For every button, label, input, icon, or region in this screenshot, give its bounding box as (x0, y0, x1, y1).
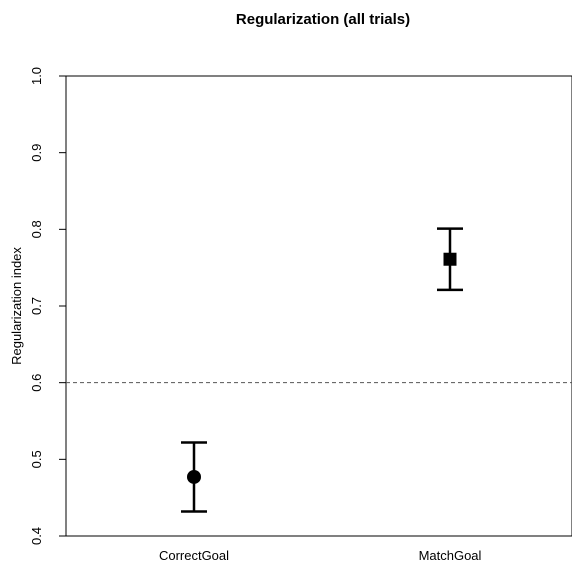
data-marks (181, 227, 463, 513)
data-point (443, 252, 457, 266)
data-point (187, 469, 201, 484)
plot-frame (65, 75, 572, 537)
x-axis: CorrectGoal MatchGoal (159, 548, 482, 563)
y-tick-label: 1.0 (29, 67, 44, 85)
y-tick-label: 0.8 (29, 220, 44, 238)
chart-title: Regularization (all trials) (236, 11, 410, 28)
y-tick-label: 0.7 (29, 297, 44, 315)
y-tick-label: 0.9 (29, 144, 44, 162)
y-tick-label: 0.5 (29, 450, 44, 468)
y-tick-label: 0.6 (29, 374, 44, 392)
y-tick-label: 0.4 (29, 527, 44, 545)
y-axis: 0.4 0.5 0.6 0.7 0.8 0.9 1.0 (29, 67, 66, 545)
x-tick-label: MatchGoal (419, 548, 482, 563)
x-tick-label: CorrectGoal (159, 548, 229, 563)
y-axis-label: Regularization index (9, 247, 24, 365)
